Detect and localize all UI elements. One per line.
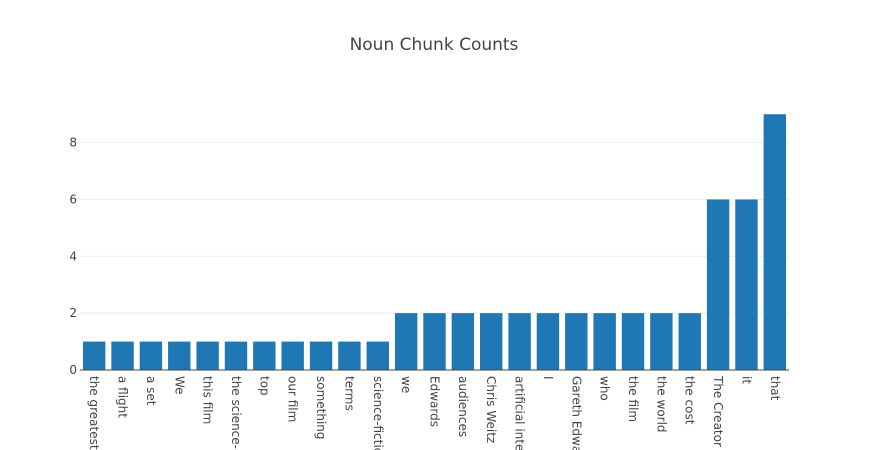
x-axis-ticks: the greatest a flight a set We this film the … — [87, 375, 782, 450]
y-axis-ticks: 0 2 4 6 8 — [69, 136, 77, 377]
x-tick-label: science-fictio — [371, 376, 385, 450]
gridlines — [80, 142, 789, 314]
bar[interactable] — [650, 313, 673, 370]
bar[interactable] — [565, 313, 588, 370]
bar[interactable] — [253, 341, 276, 370]
x-tick-label: audiences — [456, 376, 470, 437]
bar[interactable] — [480, 313, 503, 370]
x-tick-label: Edwards — [428, 376, 442, 427]
x-tick-label: terms — [342, 376, 356, 411]
x-tick-label: top — [257, 376, 271, 396]
x-tick-label: Gareth Edwa — [569, 376, 583, 450]
x-tick-label: our film — [286, 376, 300, 422]
y-tick-label: 8 — [69, 136, 77, 150]
x-tick-label: the greatest — [87, 376, 101, 450]
chart-title: Noun Chunk Counts — [350, 35, 519, 55]
bar[interactable] — [82, 341, 106, 370]
bar[interactable] — [394, 313, 418, 370]
bar[interactable] — [224, 341, 248, 370]
y-tick-label: 2 — [69, 306, 77, 320]
x-tick-label: the world — [654, 376, 668, 433]
x-tick-label: this film — [201, 376, 215, 424]
bar[interactable] — [706, 199, 730, 370]
bar[interactable] — [508, 313, 531, 370]
bars — [82, 114, 787, 370]
bar[interactable] — [309, 341, 333, 370]
bar[interactable] — [593, 313, 616, 370]
y-tick-label: 6 — [69, 192, 77, 206]
bar[interactable] — [338, 341, 361, 370]
x-tick-label: something — [314, 376, 328, 440]
bar[interactable] — [423, 313, 446, 370]
bar[interactable] — [281, 341, 304, 370]
x-tick-label: the cost — [683, 376, 697, 425]
bar[interactable] — [196, 341, 219, 370]
x-tick-label: We — [172, 376, 186, 395]
x-tick-label: it — [739, 376, 753, 384]
x-tick-label: The Creator — [711, 375, 725, 447]
bar[interactable] — [451, 313, 475, 370]
x-tick-label: the science- — [229, 376, 243, 449]
x-tick-label: the film — [626, 376, 640, 422]
bar[interactable] — [621, 313, 645, 370]
x-tick-label: who — [598, 376, 612, 401]
bar[interactable] — [168, 341, 191, 370]
bar[interactable] — [366, 341, 389, 370]
x-tick-label: Chris Weitz — [484, 376, 498, 443]
bar[interactable] — [536, 313, 560, 370]
bar[interactable] — [111, 341, 134, 370]
y-tick-label: 0 — [69, 363, 77, 377]
y-tick-label: 4 — [69, 249, 77, 263]
x-tick-label: a set — [144, 376, 158, 406]
bar[interactable] — [735, 199, 758, 370]
bar[interactable] — [763, 114, 787, 370]
x-tick-label: that — [768, 376, 782, 401]
bar[interactable] — [678, 313, 701, 370]
x-tick-label: a flight — [116, 376, 130, 418]
bar[interactable] — [139, 341, 163, 370]
x-tick-label: we — [399, 376, 413, 393]
x-tick-label: I — [541, 376, 555, 380]
x-tick-label: artificial inte — [513, 376, 527, 450]
